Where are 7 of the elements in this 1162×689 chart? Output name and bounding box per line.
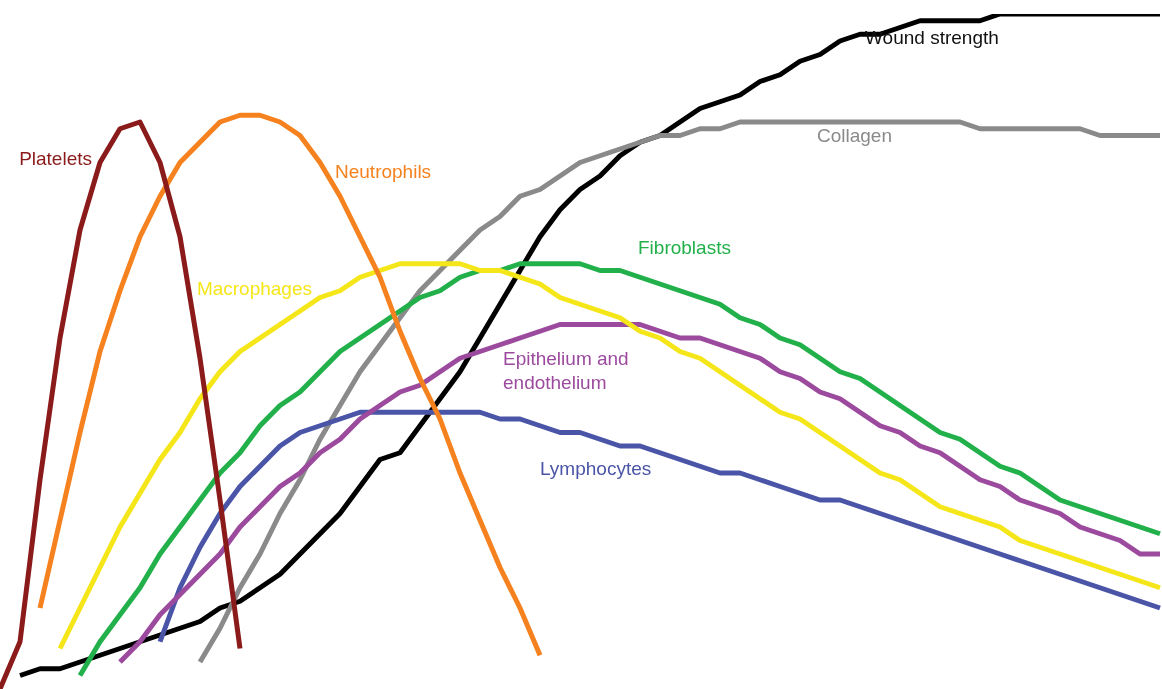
series-label: Lymphocytes: [540, 458, 652, 480]
series-label: Macrophages: [196, 278, 312, 300]
series-label: Platelets: [19, 147, 92, 169]
series-label: Neutrophils: [335, 160, 432, 182]
series-label: Fibroblasts: [638, 236, 731, 258]
series-label: Collagen: [817, 125, 892, 147]
series-label: Epithelium and endothelium: [503, 347, 629, 393]
